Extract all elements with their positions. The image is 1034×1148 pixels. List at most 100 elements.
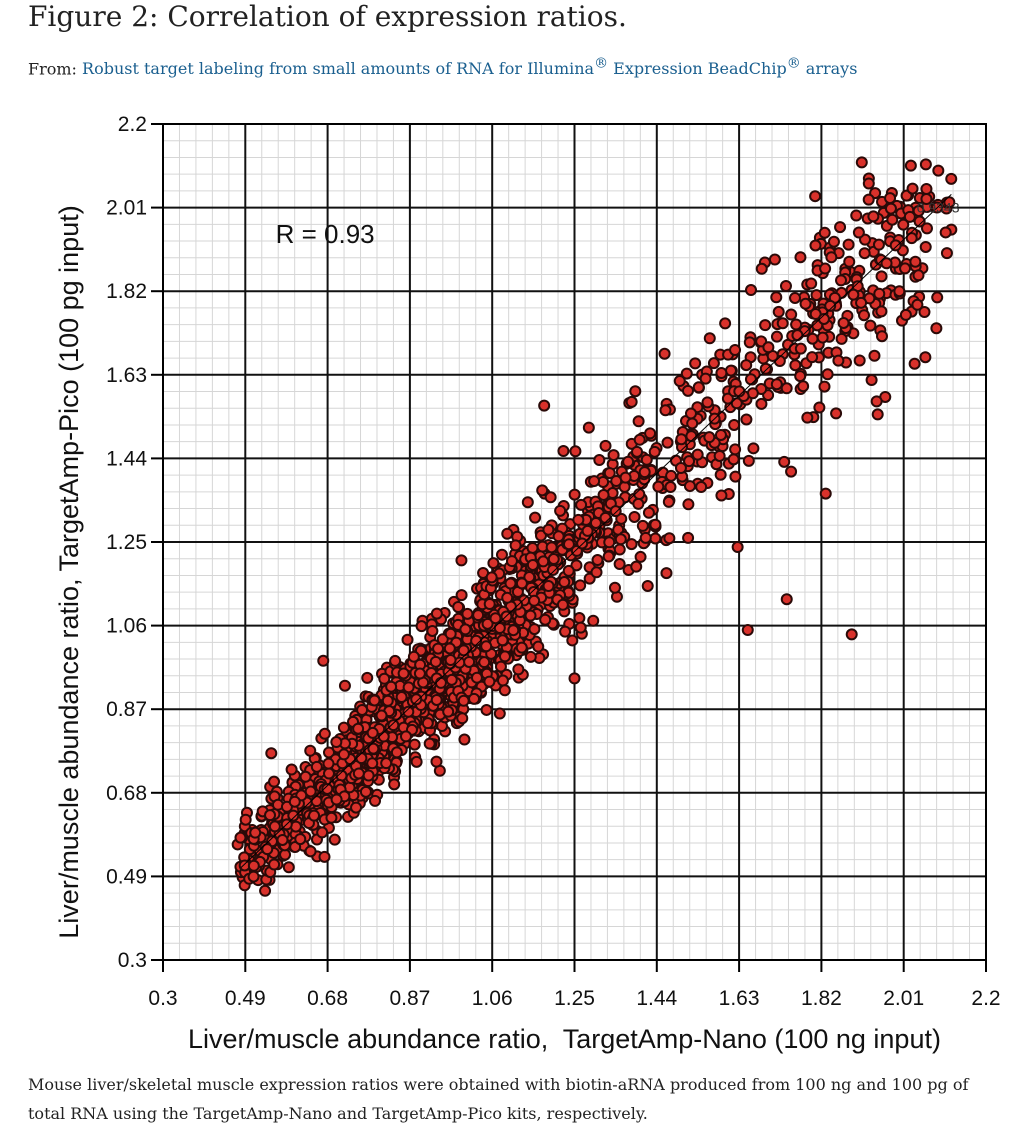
data-point: [772, 305, 785, 318]
data-point: [495, 548, 508, 561]
fit-line: [240, 194, 952, 868]
data-point: [745, 284, 758, 297]
data-point: [249, 826, 262, 839]
data-point: [631, 445, 644, 458]
data-point: [318, 850, 331, 863]
source-link-text-3: arrays: [800, 59, 858, 79]
data-point: [310, 760, 323, 773]
y-tick-label: 0.87: [106, 698, 147, 721]
data-point: [810, 289, 823, 302]
data-point: [899, 262, 912, 275]
data-point: [429, 655, 442, 668]
data-point: [590, 566, 603, 579]
data-point: [430, 755, 443, 768]
data-point: [455, 554, 468, 567]
data-point: [912, 204, 925, 217]
data-point: [328, 833, 341, 846]
data-point: [770, 378, 783, 391]
data-point: [444, 654, 457, 667]
data-point: [731, 541, 744, 554]
data-point: [554, 504, 567, 517]
data-point: [740, 359, 753, 372]
data-point: [930, 322, 943, 335]
data-point: [566, 634, 579, 647]
data-point: [816, 331, 829, 344]
data-point: [904, 159, 917, 172]
data-point: [355, 752, 368, 765]
data-point: [603, 536, 616, 549]
data-point: [636, 519, 649, 532]
data-point: [884, 202, 897, 215]
data-point: [573, 612, 586, 625]
data-point: [842, 238, 855, 251]
data-point: [562, 538, 575, 551]
data-point: [542, 580, 555, 592]
data-point: [480, 703, 493, 716]
data-point: [407, 650, 420, 663]
data-point: [683, 480, 696, 493]
x-tick-label: 2.01: [883, 987, 924, 1010]
data-point: [931, 291, 944, 304]
data-point: [909, 255, 922, 268]
data-point: [744, 373, 757, 386]
data-point: [790, 318, 803, 331]
data-point: [727, 453, 740, 466]
data-point: [825, 251, 838, 264]
data-point: [770, 291, 783, 304]
data-point: [536, 484, 549, 497]
data-point: [603, 467, 616, 480]
data-point: [528, 623, 541, 636]
x-tick-label: 0.87: [389, 987, 430, 1010]
data-point: [919, 240, 932, 253]
data-point: [870, 395, 883, 408]
data-point: [691, 448, 704, 461]
data-point: [366, 726, 379, 739]
data-point: [558, 576, 571, 589]
data-point: [794, 342, 807, 355]
data-point: [356, 703, 369, 716]
data-point: [505, 555, 518, 568]
data-point: [430, 693, 443, 706]
data-point: [920, 222, 933, 235]
data-point: [818, 380, 831, 393]
y-tick-label: 0.3: [118, 949, 147, 972]
data-point: [855, 156, 868, 169]
y-tick-label: 2.2: [118, 113, 147, 136]
data-point: [268, 775, 281, 788]
x-tick-label: 0.49: [225, 987, 266, 1010]
data-point: [316, 826, 329, 839]
data-point: [686, 417, 699, 430]
data-point: [862, 193, 875, 206]
data-point: [587, 614, 600, 627]
data-point: [809, 190, 822, 203]
source-link[interactable]: Robust target labeling from small amount…: [82, 56, 858, 79]
data-point: [483, 598, 496, 611]
from-label: From:: [28, 59, 77, 79]
data-point: [943, 196, 956, 209]
x-tick-label: 2.2: [971, 987, 1000, 1010]
data-point: [660, 567, 673, 580]
data-point: [544, 491, 557, 504]
data-point: [487, 557, 500, 570]
data-point: [410, 755, 423, 768]
data-point: [455, 589, 468, 602]
data-point: [640, 453, 653, 466]
data-point: [430, 607, 443, 620]
data-point: [361, 671, 374, 684]
scatter-chart: 0.9343 0.3 0.49 0.68 0.87 1.06 1.25 1.44 1.63 1.…: [54, 113, 1001, 1054]
data-point: [835, 274, 848, 287]
y-tick-label: 1.82: [106, 280, 147, 303]
data-point: [494, 660, 507, 673]
data-point: [780, 593, 793, 606]
data-point: [619, 471, 632, 484]
data-point: [699, 372, 712, 385]
data-point: [703, 332, 716, 345]
data-point: [524, 650, 537, 663]
x-axis-label: Liver/muscle abundance ratio, TargetAmp-…: [188, 1024, 941, 1054]
data-point: [546, 563, 559, 576]
data-point: [940, 247, 953, 260]
data-point: [489, 612, 502, 625]
data-point: [521, 496, 534, 509]
data-point: [692, 381, 705, 394]
data-point: [685, 430, 698, 443]
